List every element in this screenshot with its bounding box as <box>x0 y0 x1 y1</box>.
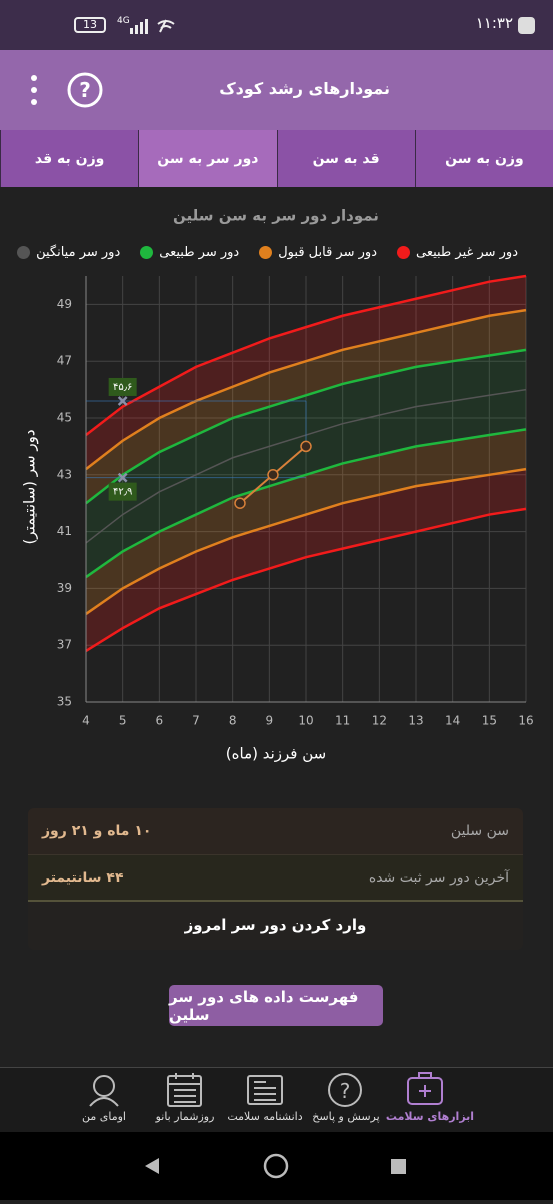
info-value: ۱۰ ماه و ۲۱ روز <box>42 823 152 839</box>
reference-curve <box>85 348 527 505</box>
network: 4G <box>117 16 130 26</box>
info-row: آخرین دور سر ثبت شده ۴۴ سانتیمتر <box>28 855 523 902</box>
list-button[interactable]: فهرست داده های دور سر سلین <box>169 985 383 1026</box>
band-fill <box>86 310 526 504</box>
y-tick-label: 35 <box>57 695 72 709</box>
header-title: نمودارهای رشد کودک <box>219 79 390 98</box>
x-tick-label: 8 <box>229 714 237 728</box>
marker-cross <box>117 472 128 483</box>
x-tick-label: 7 <box>192 714 200 728</box>
header-actions[interactable]: ? <box>26 72 116 112</box>
legend: دور سر غیر طبیعی دور سر قابل قبول دور سر ط… <box>0 245 553 260</box>
y-tick-label: 45 <box>57 411 72 425</box>
reference-curve <box>85 274 527 437</box>
bottom-nav: ? ابزارهای سلامت پرسش و پاسخ دانشنامه سل… <box>0 1067 553 1132</box>
app-icon <box>518 17 535 34</box>
marker-cross <box>117 396 128 406</box>
legend-swatch <box>259 246 273 259</box>
info-row: سن سلین ۱۰ ماه و ۲۱ روز <box>28 808 523 855</box>
signal-icons <box>130 19 175 34</box>
nav-icons: ? <box>89 1072 443 1107</box>
marker-label-box <box>108 377 137 396</box>
marker-label: ۴۲٫۹ <box>113 487 132 498</box>
x-tick-label: 14 <box>445 714 460 728</box>
x-tick-label: 4 <box>82 714 90 728</box>
legend-item: دور سر قابل قبول <box>259 245 377 260</box>
x-tick-label: 16 <box>518 714 533 728</box>
nav-item[interactable]: اومای من <box>82 1110 126 1123</box>
tab[interactable]: قد به سن <box>276 130 415 187</box>
nav-item[interactable]: روزشمار بانو <box>155 1110 215 1123</box>
tab-active[interactable]: دور سر به سن <box>138 130 277 187</box>
status-bar: ۱۱:۳۲ 13 4G <box>0 0 553 50</box>
info-value: ۴۴ سانتیمتر <box>42 869 124 886</box>
x-tick-label: 12 <box>372 714 387 728</box>
reference-curve <box>85 467 527 615</box>
reference-curve <box>85 507 527 652</box>
system-buttons[interactable] <box>0 1132 553 1200</box>
nav-item[interactable]: دانشنامه سلامت <box>227 1110 303 1123</box>
legend-item: دور سر غیر طبیعی <box>396 245 518 260</box>
legend-label: دور سر طبیعی <box>159 245 240 260</box>
y-axis-label: دور سر (سانتیمتر) <box>21 429 39 544</box>
measurement-point <box>234 497 246 509</box>
y-tick-label: 43 <box>57 467 72 481</box>
x-tick-label: 9 <box>266 714 274 728</box>
y-tick-label: 49 <box>57 297 72 311</box>
reference-curve <box>85 308 527 471</box>
nav-item[interactable]: پرسش و پاسخ <box>312 1110 380 1123</box>
marker-label: ۴۵٫۶ <box>113 382 132 393</box>
legend-label: دور سر قابل قبول <box>278 245 377 260</box>
svg-text:?: ? <box>79 78 91 102</box>
band-fill <box>86 276 526 470</box>
info-label: آخرین دور سر ثبت شده <box>368 869 509 886</box>
clock: ۱۱:۳۲ <box>475 14 513 32</box>
reference-curve <box>85 428 527 579</box>
tab-bar: وزن به سن قد به سن دور سر به سن وزن به ق… <box>0 130 553 187</box>
add-measurement[interactable]: وارد کردن دور سر امروز <box>184 916 367 934</box>
nav-item-active[interactable]: ابزارهای سلامت <box>385 1110 475 1123</box>
band-fill <box>86 429 526 614</box>
legend-item: دور سر میانگین <box>17 245 120 260</box>
legend-swatch <box>17 246 31 259</box>
x-tick-label: 13 <box>408 714 423 728</box>
legend-swatch <box>140 246 154 259</box>
app-header: نمودارهای رشد کودک ? <box>0 50 553 130</box>
y-tick-label: 39 <box>57 581 72 595</box>
chart: نمودار دور سر به سن سلین سن فرزند (ماه) … <box>21 207 534 763</box>
tab[interactable]: وزن به سن <box>414 130 553 187</box>
battery: 13 <box>74 17 106 33</box>
x-tick-label: 10 <box>298 714 313 728</box>
x-axis-label: سن فرزند (ماه) <box>226 745 326 763</box>
legend-label: دور سر غیر طبیعی <box>415 245 518 260</box>
x-tick-label: 11 <box>335 714 350 728</box>
legend-label: دور سر میانگین <box>36 245 121 260</box>
x-tick-label: 15 <box>482 714 497 728</box>
chart-title: نمودار دور سر به سن سلین <box>173 207 379 225</box>
y-tick-label: 47 <box>57 354 72 368</box>
svg-text:?: ? <box>340 1079 351 1103</box>
info-label: سن سلین <box>450 823 509 839</box>
y-tick-label: 41 <box>57 524 72 538</box>
info-card: سن سلین ۱۰ ماه و ۲۱ روز آخرین دور سر ثبت … <box>28 808 523 950</box>
measurement-point <box>300 440 312 453</box>
y-tick-label: 37 <box>57 638 72 652</box>
band-fill <box>86 469 526 651</box>
legend-swatch <box>396 246 410 259</box>
system-nav <box>0 1132 553 1200</box>
marker-label-box <box>108 482 137 501</box>
tab[interactable]: وزن به قد <box>0 130 138 187</box>
measurement-point <box>267 469 279 481</box>
legend-item: دور سر طبیعی <box>140 245 239 260</box>
x-tick-label: 6 <box>156 714 164 728</box>
x-tick-label: 5 <box>119 714 127 728</box>
